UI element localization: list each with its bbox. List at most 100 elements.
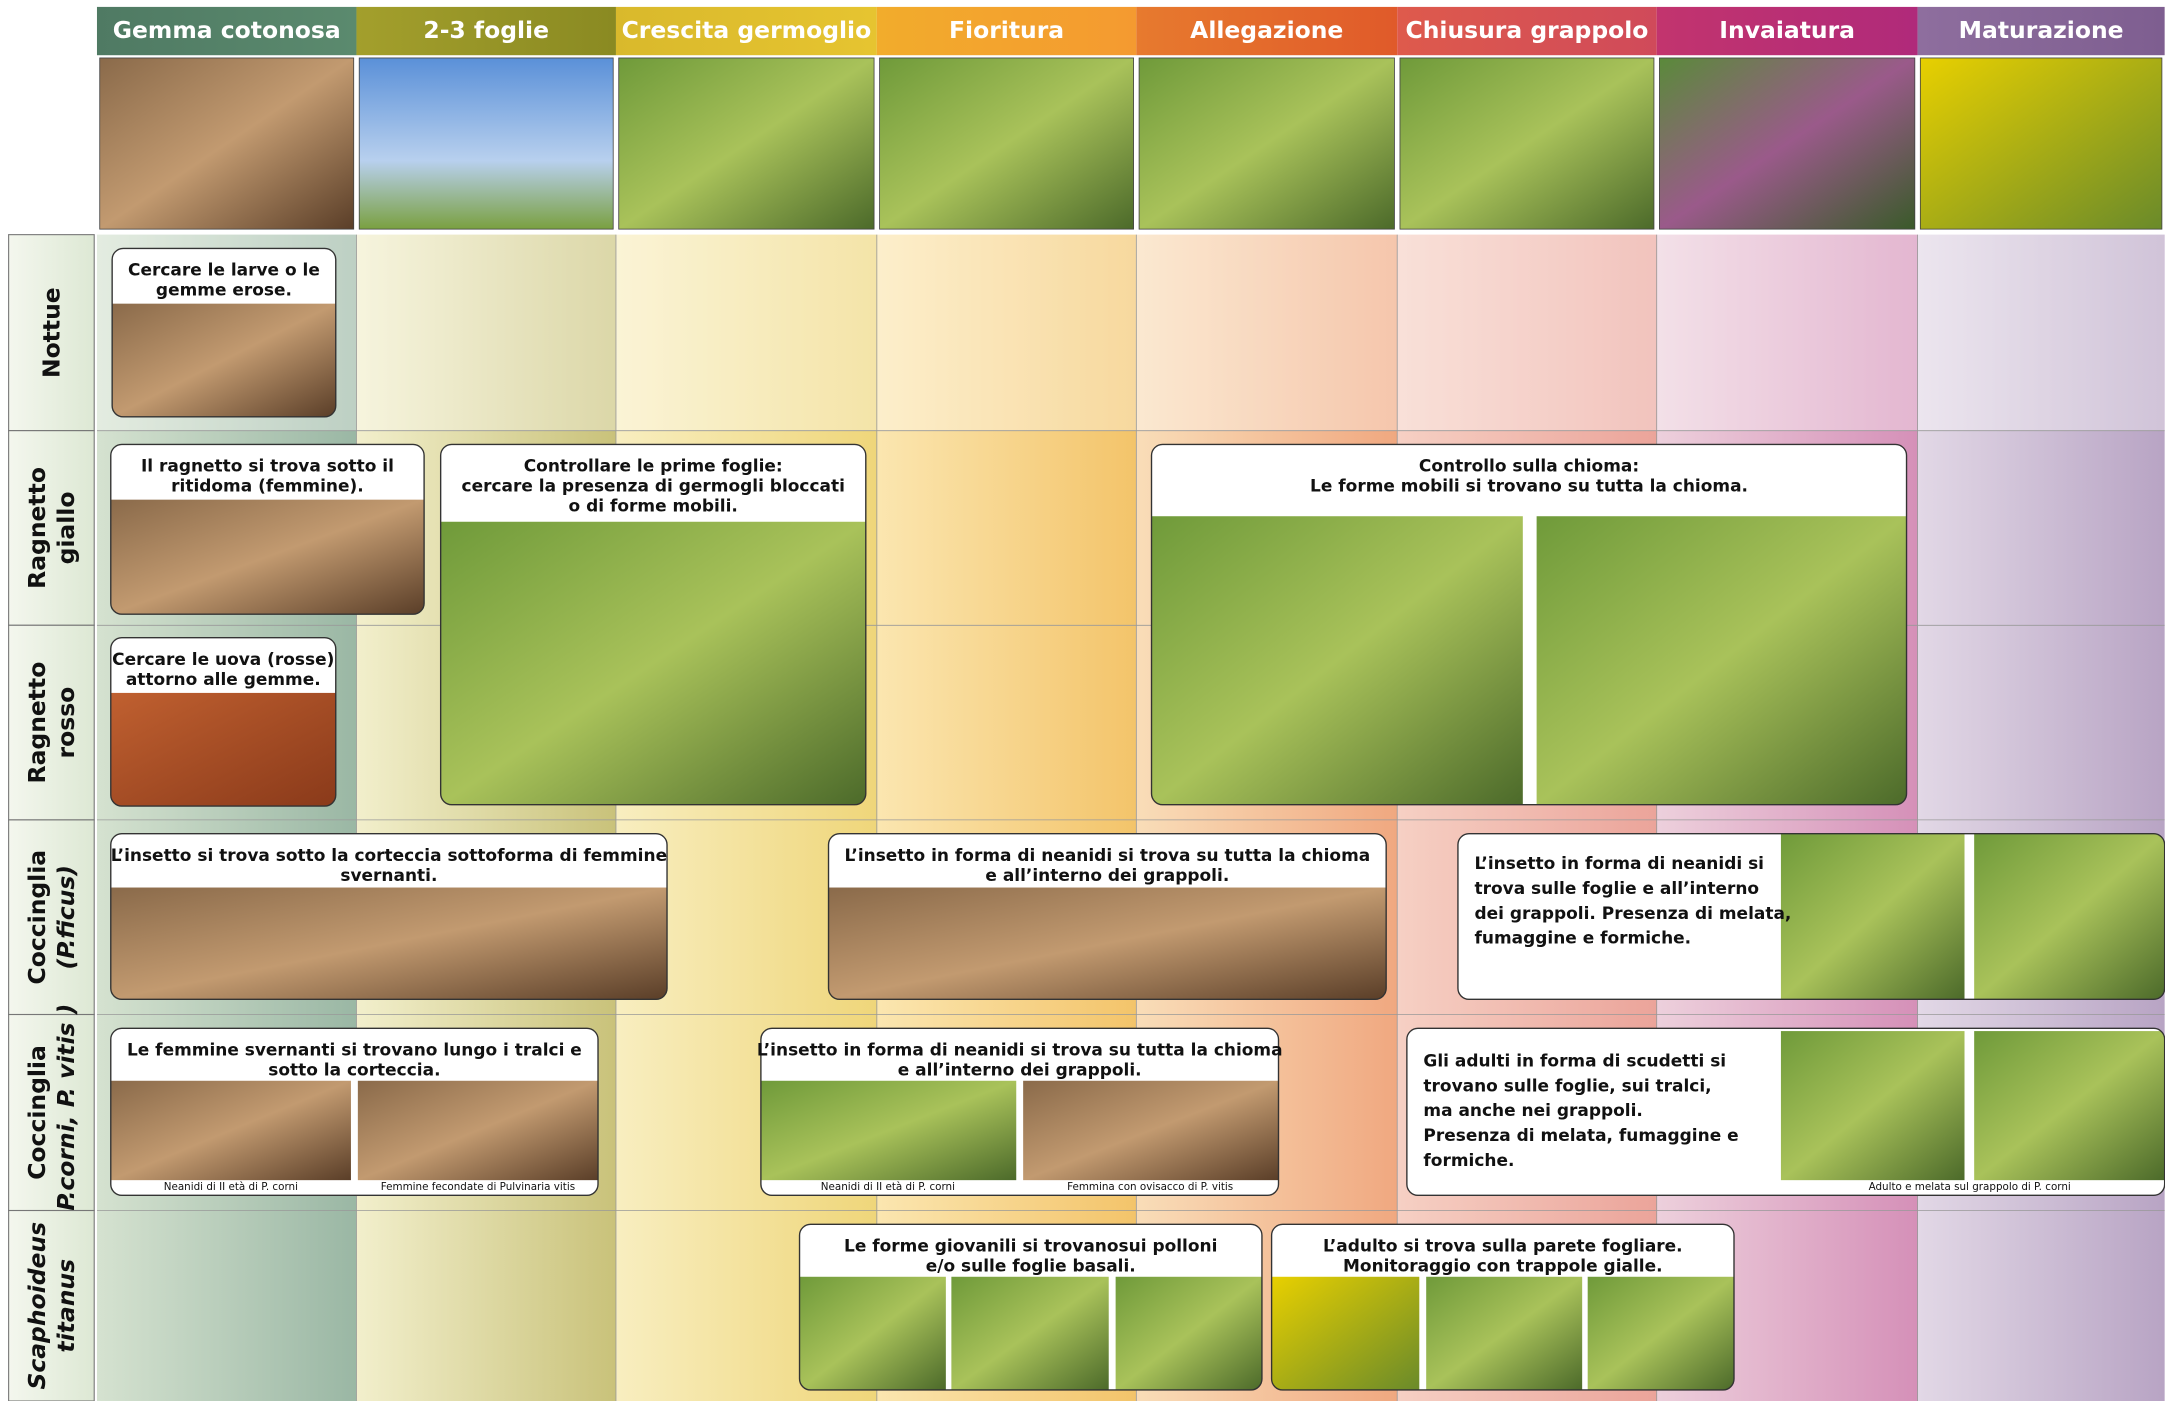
card: Controllare le prime foglie:cercare la p…	[439, 443, 867, 806]
card-border	[1270, 1223, 1735, 1391]
photo	[1780, 833, 1965, 1000]
card-text: L’insetto in forma di neanidi si trova s…	[844, 846, 1370, 866]
column-background	[876, 234, 1137, 1401]
stage-photo	[1399, 57, 1655, 230]
column-background	[356, 234, 616, 1401]
card-photos	[1780, 1031, 2165, 1181]
stage-photo	[1138, 57, 1395, 230]
stage-photo	[1919, 57, 2163, 230]
card-photos	[110, 692, 336, 807]
card-text: Le femmine svernanti si trovano lungo i …	[127, 1040, 582, 1060]
card-text: gemme erose.	[156, 281, 292, 301]
card-text: e/o sulle foglie basali.	[926, 1256, 1136, 1276]
stage-photo	[99, 57, 355, 230]
row-label-cell	[8, 1209, 95, 1401]
card-text: svernanti.	[340, 866, 437, 886]
card: Cercare le uova (rosse)attorno alle gemm…	[110, 637, 337, 807]
photo	[828, 887, 1387, 1000]
column-background	[1656, 234, 1918, 1401]
stage-photo	[358, 57, 614, 230]
card: Gli adulti in forma di scudetti si trovan…	[1406, 1027, 2165, 1197]
card: L’insetto in forma di neanidi si trova s…	[827, 833, 1387, 1001]
photo-caption: Neanidi di II età di P. corni	[164, 1181, 298, 1193]
card-text: trova sulle foglie e all’interno	[1475, 879, 1760, 899]
stage-photo	[1659, 57, 1916, 230]
card: Controllo sulla chioma:Le forme mobili s…	[1150, 443, 1908, 806]
card-border	[798, 1223, 1263, 1391]
card: L’insetto in forma di neanidi si trova su…	[1457, 833, 2165, 1001]
photo	[1536, 516, 1907, 805]
card-text: formiche.	[1423, 1151, 1514, 1171]
card-border	[110, 637, 337, 807]
stage-header	[1917, 6, 2165, 56]
row-label: Ragnetto	[23, 662, 51, 784]
card-text: sotto la corteccia.	[268, 1060, 440, 1080]
column-background	[1917, 234, 2165, 1401]
card-text: ma anche nei grappoli.	[1423, 1101, 1642, 1121]
card-text: Il ragnetto si trova sotto il	[141, 457, 394, 477]
card-photos	[110, 1080, 599, 1181]
stage-header	[1397, 6, 1657, 56]
photo	[1974, 833, 2165, 1000]
card: L’insetto in forma di neanidi si trova s…	[757, 1027, 1283, 1197]
card-photos	[1780, 833, 2165, 1000]
stage-header	[615, 6, 877, 56]
card-text: cercare la presenza di germogli bloccati	[462, 477, 845, 497]
card-text: Cercare le larve o le	[128, 261, 320, 281]
card: Le femmine svernanti si trovano lungo i …	[110, 1027, 599, 1197]
row-label-cell	[8, 624, 95, 821]
card-text: L’insetto in forma di neanidi si trova s…	[757, 1040, 1283, 1060]
column-background	[96, 234, 357, 1401]
column-background	[1397, 234, 1657, 1401]
row-label-cell	[8, 430, 95, 626]
card-text: Controllo sulla chioma:	[1419, 457, 1639, 477]
card: L’adulto si trova sulla parete fogliare.…	[1270, 1223, 1735, 1391]
photo	[1023, 1080, 1279, 1181]
stage-name: Invaiatura	[1719, 16, 1855, 44]
row-label: Coccinglia	[23, 1045, 51, 1180]
card-text: L’insetto in forma di neanidi si	[1475, 854, 1765, 874]
stage-header	[96, 6, 357, 56]
card-text: Gli adulti in forma di scudetti si	[1423, 1051, 1726, 1071]
photo	[110, 887, 668, 1000]
card-photos	[112, 303, 336, 417]
photo-caption: Femmina con ovisacco di P. vitis	[1067, 1181, 1233, 1193]
row-label-cell	[8, 819, 95, 1016]
stage-name: Gemma cotonosa	[113, 16, 341, 44]
stage-name: Allegazione	[1190, 16, 1343, 44]
photo	[951, 1276, 1109, 1390]
photo	[1780, 1031, 1965, 1181]
card-text: trovano sulle foglie, sui tralci,	[1423, 1076, 1711, 1096]
card-text: attorno alle gemme.	[126, 670, 321, 690]
card: Le forme giovanili si trovanosui polloni…	[798, 1223, 1263, 1391]
stage-name: 2-3 foglie	[423, 16, 549, 44]
card-text: o di forme mobili.	[569, 497, 738, 517]
card-photos	[110, 887, 668, 1000]
photo	[112, 303, 336, 417]
photo	[799, 1276, 946, 1390]
card-text: fumaggine e formiche.	[1475, 929, 1692, 949]
card-text: ritidoma (femmine).	[171, 477, 364, 497]
card-text: L’insetto si trova sotto la corteccia so…	[111, 846, 667, 866]
row-label: Scaphoideus	[23, 1222, 51, 1390]
card-photos	[799, 1276, 1262, 1390]
photo	[110, 1080, 351, 1181]
stage-name: Chiusura grappolo	[1406, 16, 1649, 44]
photo-caption: Femmine fecondate di Pulvinaria vitis	[381, 1181, 575, 1193]
card-photos	[1151, 516, 1907, 805]
row-label: rosso	[52, 687, 80, 759]
row-label: (P.corni, P. vitis )	[52, 1004, 80, 1222]
photo	[1115, 1276, 1262, 1390]
card-photos	[828, 887, 1387, 1000]
photo-caption: Neanidi di II età di P. corni	[821, 1181, 955, 1193]
column-background	[615, 234, 877, 1401]
photo	[1587, 1276, 1734, 1390]
photo	[440, 521, 866, 805]
row-tint	[96, 234, 2165, 431]
card-text: Presenza di melata, fumaggine e	[1423, 1126, 1738, 1146]
row-label: Nottue	[37, 287, 65, 378]
stage-header	[876, 6, 1137, 56]
card-text: e all’interno dei grappoli.	[898, 1060, 1142, 1080]
row-label: (P.ficus)	[52, 865, 80, 970]
